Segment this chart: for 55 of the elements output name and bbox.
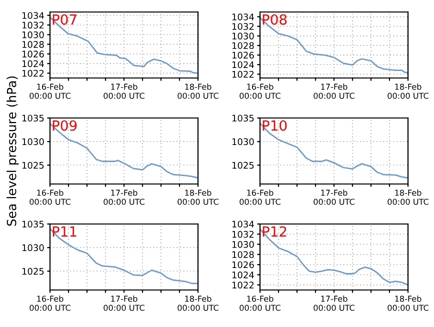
x-tick-label: 16-Feb 00:00 UTC [30, 190, 70, 205]
x-tick-label: 16-Feb 00:00 UTC [240, 84, 280, 99]
x-tick-label: 17-Feb 00:00 UTC [314, 296, 354, 311]
y-tick-label: 1030 [232, 241, 254, 248]
y-tick-label: 1034 [232, 14, 254, 20]
annotation: P09 [52, 120, 77, 131]
x-tick-label: 16-Feb 00:00 UTC [240, 190, 280, 205]
y-tick-label: 1024 [22, 60, 44, 68]
y-tick-label: 1028 [232, 42, 254, 50]
annotation: P08 [262, 14, 287, 25]
y-tick-label: 1030 [232, 138, 254, 146]
annotation: P11 [52, 226, 76, 237]
y-tick-label: 1032 [232, 23, 254, 30]
y-tick-label: 1028 [22, 41, 44, 48]
y-tick-label: 1022 [232, 282, 254, 288]
y-tick-label: 1026 [232, 52, 254, 59]
x-tick-label: 17-Feb 00:00 UTC [314, 190, 354, 205]
annotation: P07 [52, 14, 76, 25]
y-tick-label: 1025 [22, 268, 44, 275]
x-tick-label: 17-Feb 00:00 UTC [104, 190, 144, 205]
x-tick-label: 18-Feb 00:00 UTC [178, 190, 218, 205]
y-tick-label: 1024 [232, 272, 254, 278]
x-tick-label: 18-Feb 00:00 UTC [388, 190, 428, 205]
y-tick-label: 1032 [232, 230, 254, 238]
y-tick-label: 1026 [22, 50, 44, 58]
x-tick-label: 17-Feb 00:00 UTC [104, 296, 144, 311]
x-tick-label: 17-Feb 00:00 UTC [314, 84, 354, 99]
x-tick-label: 16-Feb 00:00 UTC [30, 296, 70, 311]
y-tick-label: 1035 [22, 220, 44, 228]
y-tick-label: 1032 [22, 22, 44, 29]
y-tick-label: 1034 [22, 12, 44, 19]
y-tick-label: 1030 [22, 138, 44, 146]
y-tick-label: 1035 [232, 114, 254, 122]
x-tick-label: 18-Feb 00:00 UTC [388, 84, 428, 99]
x-tick-label: 18-Feb 00:00 UTC [178, 296, 218, 311]
x-tick-label: 16-Feb 00:00 UTC [30, 84, 70, 99]
y-tick-label: 1025 [22, 162, 44, 169]
y-tick-label: 1024 [232, 61, 254, 68]
x-tick-label: 18-Feb 00:00 UTC [178, 84, 218, 99]
y-tick-label: 1030 [232, 32, 254, 40]
y-tick-label: 1026 [232, 261, 254, 268]
y-tick-label: 1025 [232, 162, 254, 169]
y-tick-label: 1035 [22, 114, 44, 122]
annotation: P12 [262, 226, 286, 237]
y-tick-label: 1034 [232, 220, 254, 228]
y-tick-label: 1028 [232, 251, 254, 258]
x-tick-label: 17-Feb 00:00 UTC [104, 84, 144, 99]
x-tick-label: 16-Feb 00:00 UTC [240, 296, 280, 311]
annotation: P10 [262, 120, 287, 131]
y-tick-label: 1030 [22, 244, 44, 252]
y-tick-label: 1030 [22, 31, 44, 38]
y-tick-label: 1022 [22, 70, 44, 77]
y-axis-title: Sea level pressure (hPa) [6, 76, 19, 226]
x-tick-label: 18-Feb 00:00 UTC [388, 296, 428, 311]
y-tick-label: 1022 [232, 70, 254, 78]
